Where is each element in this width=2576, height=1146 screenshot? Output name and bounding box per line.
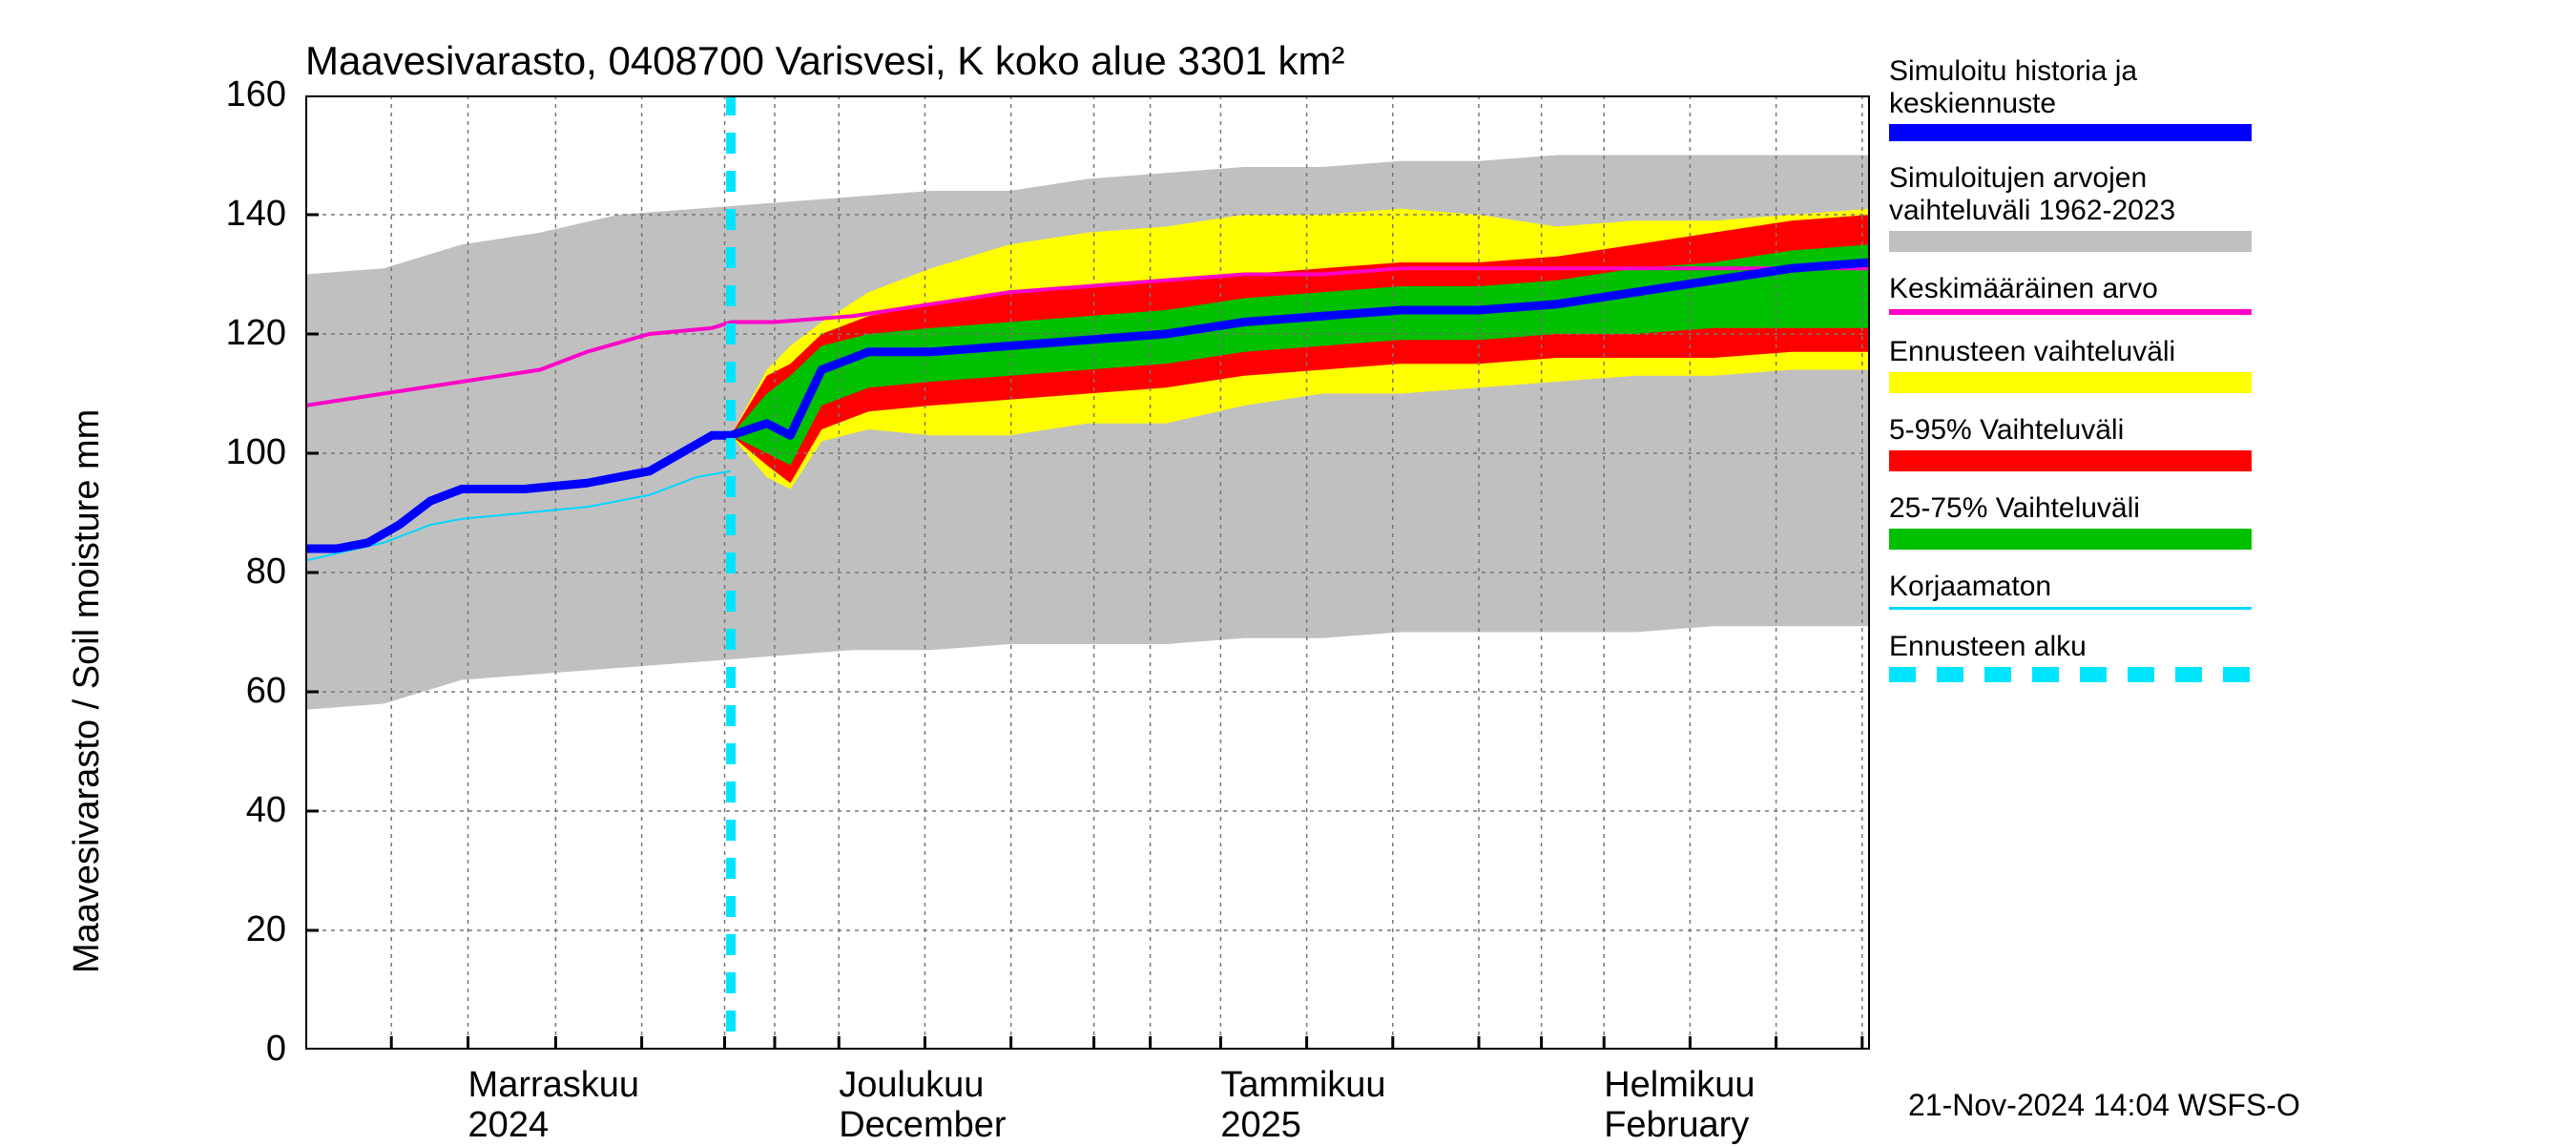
y-axis-label: Maavesivarasto / Soil moisture mm [67,409,108,973]
footer-timestamp: 21-Nov-2024 14:04 WSFS-O [1908,1088,2300,1123]
xtick-label-line1: Marraskuu [468,1065,640,1106]
ytick-label: 60 [200,671,286,712]
ytick-label: 0 [200,1029,286,1070]
xtick-label-line1: Tammikuu [1220,1065,1385,1106]
legend-swatch [1889,607,2252,610]
legend-swatch [1889,372,2252,393]
ytick-label: 40 [200,790,286,831]
legend-swatch [1889,231,2252,252]
legend-label: keskiennuste [1889,88,2056,121]
legend-label: 5-95% Vaihteluväli [1889,414,2124,448]
xtick-label-line1: Joulukuu [839,1065,984,1106]
xtick-label-line2: 2025 [1220,1105,1301,1146]
legend-label: Ennusteen vaihteluväli [1889,336,2175,369]
legend-swatch [1889,124,2252,141]
ytick-label: 80 [200,552,286,593]
ytick-label: 100 [200,432,286,473]
legend-swatch [1889,309,2252,315]
legend-label: Simuloitujen arvojen [1889,162,2147,196]
legend-swatch [1889,450,2252,471]
ytick-label: 160 [200,74,286,115]
xtick-label-line2: 2024 [468,1105,550,1146]
ytick-label: 120 [200,313,286,354]
legend-label: 25-75% Vaihteluväli [1889,492,2140,526]
xtick-label-line1: Helmikuu [1604,1065,1755,1106]
legend-label: Keskimääräinen arvo [1889,273,2158,306]
legend-swatch [1889,667,2252,682]
legend-label: Simuloitu historia ja [1889,55,2137,89]
chart-container: Maavesivarasto, 0408700 Varisvesi, K kok… [0,0,2576,1145]
legend-label: Korjaamaton [1889,571,2051,604]
legend-swatch [1889,529,2252,550]
ytick-label: 140 [200,194,286,235]
ytick-label: 20 [200,909,286,950]
chart-title: Maavesivarasto, 0408700 Varisvesi, K kok… [305,38,1344,84]
legend-label: vaihteluväli 1962-2023 [1889,195,2175,228]
xtick-label-line2: February [1604,1105,1749,1146]
plot-area [305,95,1870,1050]
legend-label: Ennusteen alku [1889,631,2087,664]
xtick-label-line2: December [839,1105,1006,1146]
